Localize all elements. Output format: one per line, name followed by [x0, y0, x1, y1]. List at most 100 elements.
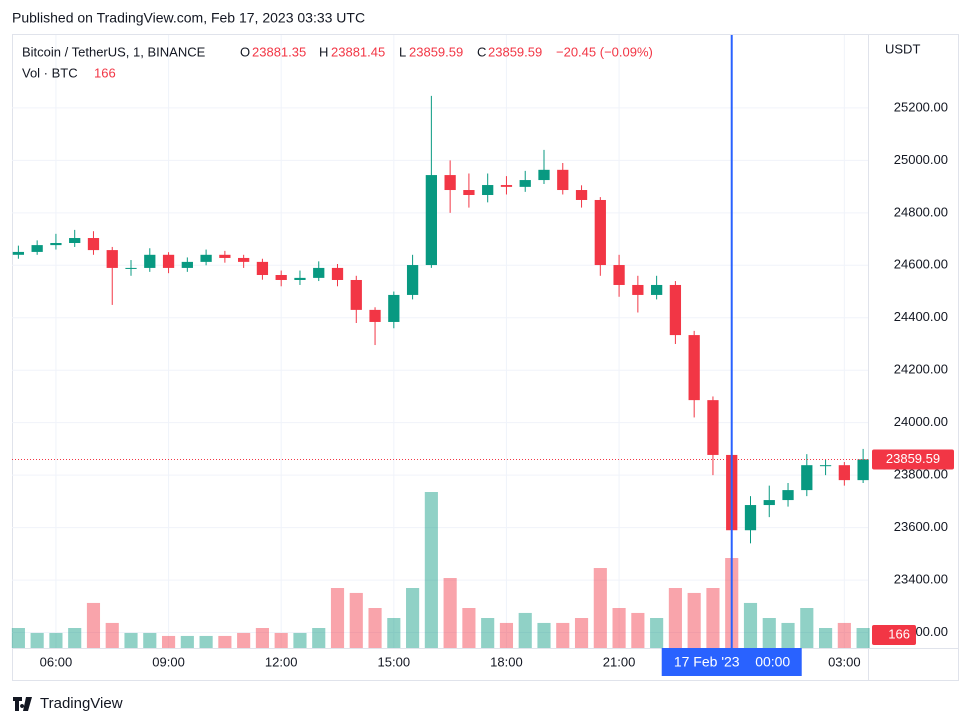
- volume-bar: [387, 618, 401, 648]
- volume-bar: [312, 628, 326, 648]
- volume-bar: [406, 588, 420, 648]
- candle-body: [369, 309, 381, 322]
- volume-bar: [199, 635, 213, 648]
- candle-body: [763, 500, 775, 506]
- chart-frame: [12, 34, 959, 681]
- candle-body: [219, 254, 231, 258]
- y-tick-label: 25000.00: [894, 152, 948, 167]
- volume-bar: [11, 628, 25, 648]
- candle-body: [632, 284, 644, 295]
- volume-bar: [424, 492, 438, 648]
- volume-layer: [11, 492, 870, 648]
- volume-bar: [781, 622, 795, 648]
- candle-body: [594, 199, 606, 266]
- volume-bar: [518, 612, 532, 648]
- candle-body: [613, 265, 625, 285]
- candle-body: [444, 175, 456, 191]
- volume-bar: [706, 588, 720, 648]
- volume-bar: [86, 602, 101, 648]
- volume-bar: [68, 628, 82, 648]
- volume-bar: [237, 632, 251, 648]
- volume-bar: [161, 635, 176, 648]
- candle-body: [519, 180, 531, 187]
- candle-body: [575, 190, 588, 200]
- volume-bar: [49, 632, 63, 648]
- volume-bar: [349, 592, 363, 648]
- candle-body: [294, 277, 306, 280]
- volume-label: Vol · BTC: [22, 65, 78, 80]
- x-tick-label: 03:00: [828, 654, 861, 669]
- candle-body: [331, 267, 344, 280]
- y-tick-label: 24000.00: [894, 414, 948, 429]
- volume-bar: [743, 602, 758, 648]
- volume-bar: [631, 612, 645, 648]
- crosshair-time: 00:00: [755, 654, 790, 670]
- x-tick-label: 09:00: [152, 654, 185, 669]
- volume-bar: [293, 632, 307, 648]
- low-value: 23859.59: [409, 44, 463, 59]
- volume-bar: [819, 628, 833, 648]
- volume-bar: [443, 578, 457, 648]
- volume-bar: [537, 622, 551, 648]
- last-price-label: 23859.59: [886, 451, 940, 466]
- overlay: 23200.0023400.0023600.0023800.0024000.00…: [12, 35, 954, 676]
- candle-body: [482, 185, 494, 196]
- logo: TradingView: [13, 695, 123, 712]
- volume-bar: [143, 632, 157, 648]
- candle-body: [650, 284, 663, 295]
- candle-body: [256, 261, 269, 276]
- volume-bar: [856, 628, 870, 648]
- crosshair-date: 17 Feb '23: [674, 654, 740, 670]
- volume-bar: [330, 588, 345, 648]
- open-label: O: [240, 44, 250, 59]
- volume-bar: [668, 588, 682, 648]
- candle-body: [425, 175, 437, 266]
- volume-bar: [593, 568, 607, 648]
- high-label: H: [319, 44, 328, 59]
- volume-bar: [499, 622, 514, 648]
- y-tick-label: 24600.00: [894, 257, 948, 272]
- candle-body: [707, 400, 719, 455]
- published-note: Published on TradingView.com, Feb 17, 20…: [12, 10, 365, 26]
- candle-body: [31, 245, 43, 252]
- candle-body: [500, 185, 513, 187]
- y-tick-label: 23600.00: [894, 519, 948, 534]
- candle-body: [12, 251, 25, 255]
- candle-body: [782, 490, 794, 501]
- high-value: 23881.45: [331, 44, 385, 59]
- candle-body: [162, 254, 175, 268]
- x-tick-label: 15:00: [378, 654, 411, 669]
- volume-bar: [274, 632, 288, 648]
- candle-body: [106, 250, 118, 268]
- volume-bar: [218, 635, 232, 648]
- volume-box: [872, 625, 916, 645]
- x-tick-label: 12:00: [265, 654, 298, 669]
- y-tick-label: 25200.00: [894, 99, 948, 114]
- open-value: 23881.35: [252, 44, 306, 59]
- grid: [12, 35, 868, 648]
- volume-last-label: 166: [888, 626, 910, 641]
- candle-body: [200, 254, 212, 262]
- crosshair-box: [661, 648, 802, 676]
- candle-body: [144, 254, 156, 268]
- volume-bar: [687, 592, 701, 648]
- candle-body: [350, 279, 362, 310]
- candle-body: [538, 169, 550, 181]
- candle-body: [838, 465, 850, 481]
- candle-body: [406, 265, 419, 295]
- x-tick-label: 21:00: [603, 654, 636, 669]
- candle-body: [50, 243, 62, 246]
- volume-bar: [105, 622, 119, 648]
- volume-bar: [650, 618, 664, 648]
- last-price-box: [872, 449, 954, 470]
- candle-body: [275, 275, 287, 280]
- volume-bar: [574, 618, 589, 648]
- candle-layer: [12, 95, 869, 576]
- volume-bar: [368, 608, 382, 648]
- x-tick-label: 18:00: [490, 654, 523, 669]
- candle-body: [238, 257, 250, 262]
- low-label: L: [399, 44, 406, 59]
- candle-body: [669, 284, 682, 336]
- candle-body: [388, 294, 400, 322]
